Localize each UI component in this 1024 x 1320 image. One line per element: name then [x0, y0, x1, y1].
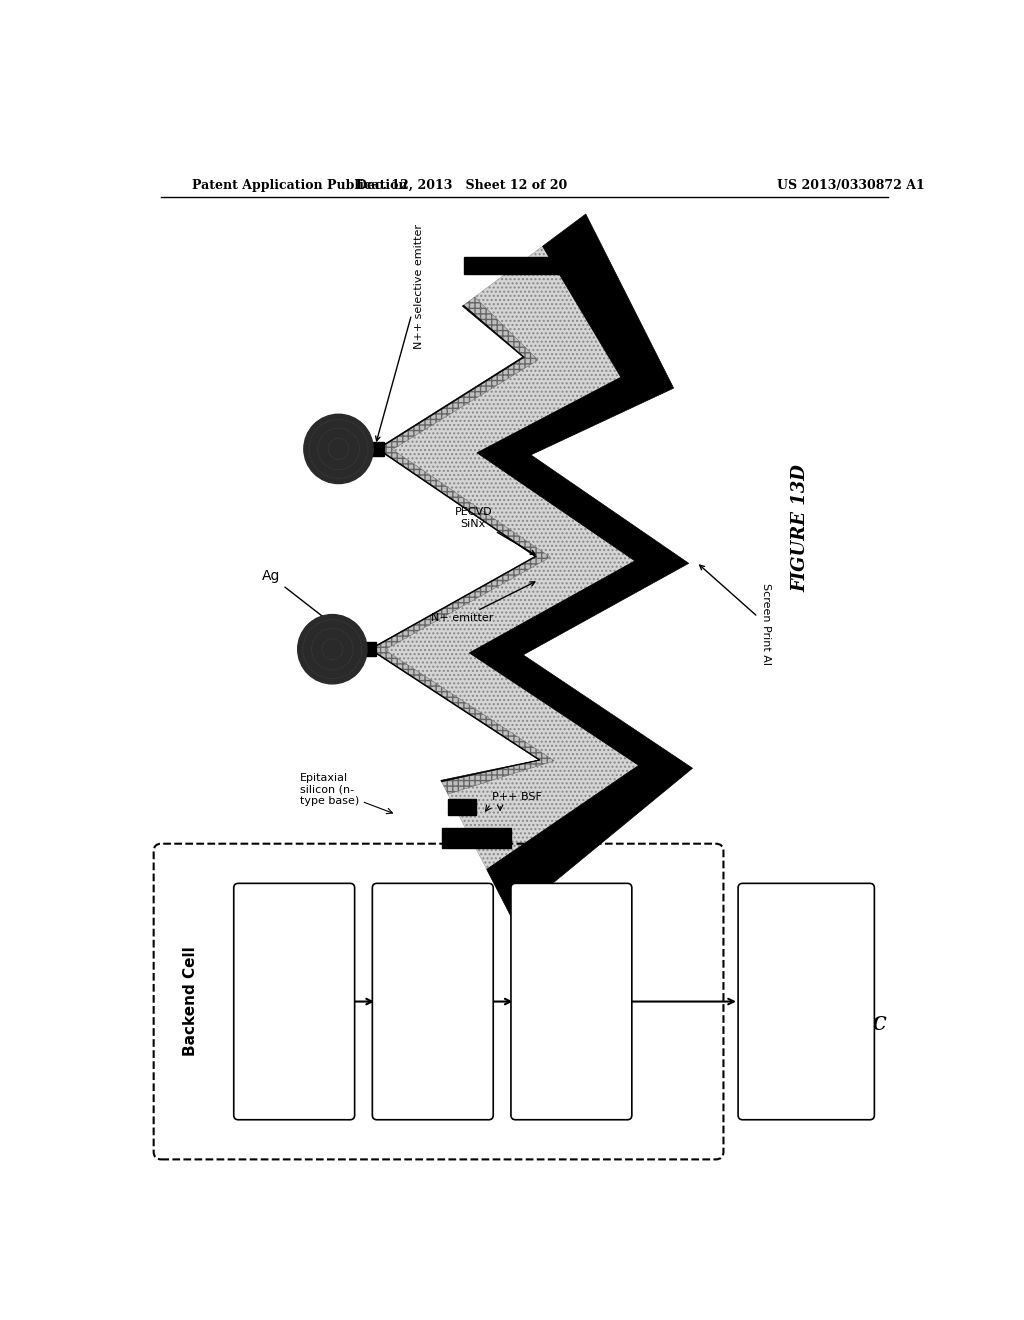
Polygon shape	[370, 305, 541, 781]
Text: Metallization Firing: Metallization Firing	[565, 945, 578, 1057]
Polygon shape	[469, 214, 692, 917]
Text: Screen Print Silver on Front
Side: Screen Print Silver on Front Side	[419, 921, 446, 1082]
Text: Screen Print Aluminum on
Back Side: Screen Print Aluminum on Back Side	[281, 924, 308, 1078]
Text: FIGURE 13D: FIGURE 13D	[792, 465, 809, 591]
Polygon shape	[371, 297, 554, 795]
Circle shape	[304, 414, 373, 483]
Text: P++ BSF: P++ BSF	[493, 792, 543, 803]
Text: FIGURE 13C: FIGURE 13C	[760, 1015, 887, 1034]
Polygon shape	[370, 442, 384, 455]
Text: N++ selective emitter: N++ selective emitter	[376, 224, 424, 441]
Text: Patent Application Publication: Patent Application Publication	[193, 178, 408, 191]
Text: Ag: Ag	[261, 569, 337, 627]
Polygon shape	[362, 643, 376, 656]
Text: Dec. 12, 2013   Sheet 12 of 20: Dec. 12, 2013 Sheet 12 of 20	[356, 178, 567, 191]
FancyBboxPatch shape	[511, 883, 632, 1119]
Polygon shape	[441, 829, 511, 847]
Text: N+ emitter: N+ emitter	[430, 582, 535, 623]
Text: PECVD
SiNx: PECVD SiNx	[455, 507, 535, 554]
Polygon shape	[385, 247, 639, 870]
Text: Backend Cell: Backend Cell	[183, 946, 198, 1056]
Polygon shape	[447, 799, 475, 816]
FancyBboxPatch shape	[738, 883, 874, 1119]
Text: US 2013/0330872 A1: US 2013/0330872 A1	[777, 178, 925, 191]
Polygon shape	[464, 257, 586, 275]
FancyBboxPatch shape	[233, 883, 354, 1119]
FancyBboxPatch shape	[373, 883, 494, 1119]
Text: Epitaxial
silicon (n-
type base): Epitaxial silicon (n- type base)	[300, 774, 359, 807]
Circle shape	[298, 615, 367, 684]
Text: Screen Print Al: Screen Print Al	[699, 565, 771, 665]
Text: Cell Test and Sort: Cell Test and Sort	[800, 950, 813, 1053]
